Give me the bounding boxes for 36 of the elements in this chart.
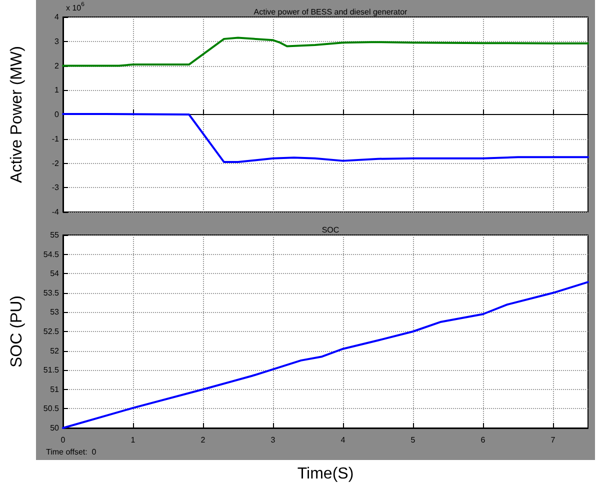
y-tick-label: -3: [52, 183, 60, 192]
x-tick-label: 2: [200, 436, 206, 444]
y-tick-label: 54: [50, 269, 60, 278]
y-tick-label: 52: [50, 346, 60, 356]
y-tick-label: 2: [54, 61, 60, 70]
y-axis-title: Active Power (MW): [8, 46, 26, 183]
y-tick-label: 50: [50, 424, 60, 432]
x-tick-label: 3: [270, 436, 276, 444]
y-tick-label: -4: [52, 208, 60, 216]
x-tick-label: 1: [130, 436, 136, 444]
y-axis-title: SOC (PU): [8, 296, 26, 368]
y-tick-label: -1: [52, 134, 60, 144]
y-tick-label: 50.5: [43, 404, 60, 414]
y-tick-label: 0: [54, 110, 60, 119]
x-tick-label: 0: [60, 436, 66, 444]
y-tick-label: -2: [52, 158, 60, 168]
line-series: [62, 113, 589, 164]
y-tick-label: 1: [54, 86, 60, 95]
y-tick-label: 53.5: [43, 288, 60, 298]
y-tick-label: 54.5: [43, 250, 60, 259]
x-tick-label: 6: [480, 436, 486, 444]
x-tick-label: 4: [340, 436, 346, 444]
y-tick-label: 52.5: [43, 327, 60, 336]
text: Time offset: 0: [46, 448, 97, 456]
x-tick-label: 7: [550, 436, 556, 444]
y-tick-label: 55: [50, 230, 60, 240]
line-series: [62, 36, 589, 67]
chart-title: SOC: [322, 226, 340, 234]
y-tick-label: 3: [54, 36, 60, 46]
y-tick-label: 53: [50, 308, 60, 317]
y-tick-label: 4: [54, 12, 60, 22]
x-axis-title: Time(S): [297, 466, 354, 482]
x-tick-label: 5: [410, 436, 416, 444]
chart-title: Active power of BESS and diesel generator: [254, 8, 408, 16]
y-tick-label: 51.5: [43, 366, 60, 375]
y-tick-label: 51: [50, 384, 60, 394]
